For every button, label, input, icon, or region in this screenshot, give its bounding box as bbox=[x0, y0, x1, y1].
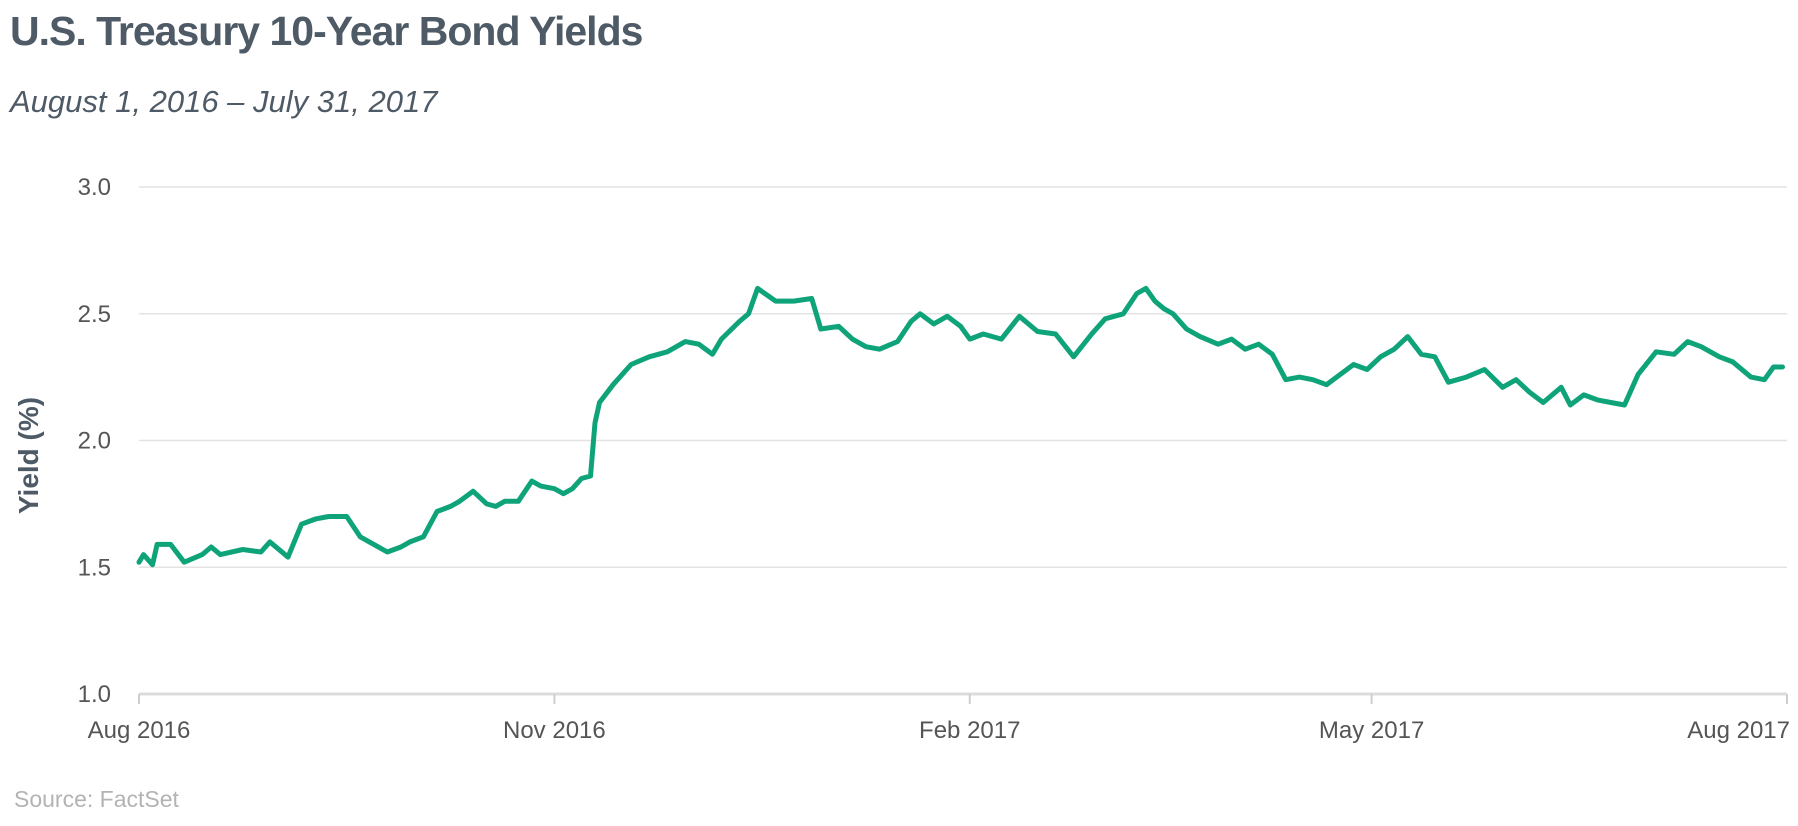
y-tick-label: 2.0 bbox=[78, 428, 111, 455]
chart-subtitle: August 1, 2016 – July 31, 2017 bbox=[10, 84, 438, 119]
source-note: Source: FactSet bbox=[14, 786, 179, 812]
x-axis-tick-labels: Aug 2016 Nov 2016 Feb 2017 May 2017 Aug 2017 bbox=[88, 717, 1790, 744]
x-tick-label: Aug 2017 bbox=[1687, 717, 1790, 744]
x-axis bbox=[138, 692, 1788, 704]
x-tick-label: May 2017 bbox=[1319, 717, 1424, 744]
grid-lines bbox=[139, 186, 1787, 568]
y-axis-title: Yield (%) bbox=[13, 397, 44, 514]
series-line-0 bbox=[136, 285, 1785, 568]
y-tick-label: 1.5 bbox=[78, 554, 111, 581]
x-tick-label: Feb 2017 bbox=[919, 717, 1020, 744]
y-tick-label: 3.0 bbox=[78, 174, 111, 201]
x-tick-label: Aug 2016 bbox=[88, 717, 191, 744]
x-tick-label: Nov 2016 bbox=[503, 717, 606, 744]
chart-title: U.S. Treasury 10-Year Bond Yields bbox=[10, 8, 643, 54]
y-axis-tick-labels: 1.0 1.5 2.0 2.5 3.0 bbox=[78, 174, 111, 708]
y-tick-label: 1.0 bbox=[78, 681, 111, 708]
y-tick-label: 2.5 bbox=[78, 301, 111, 328]
series-layer bbox=[136, 285, 1785, 568]
